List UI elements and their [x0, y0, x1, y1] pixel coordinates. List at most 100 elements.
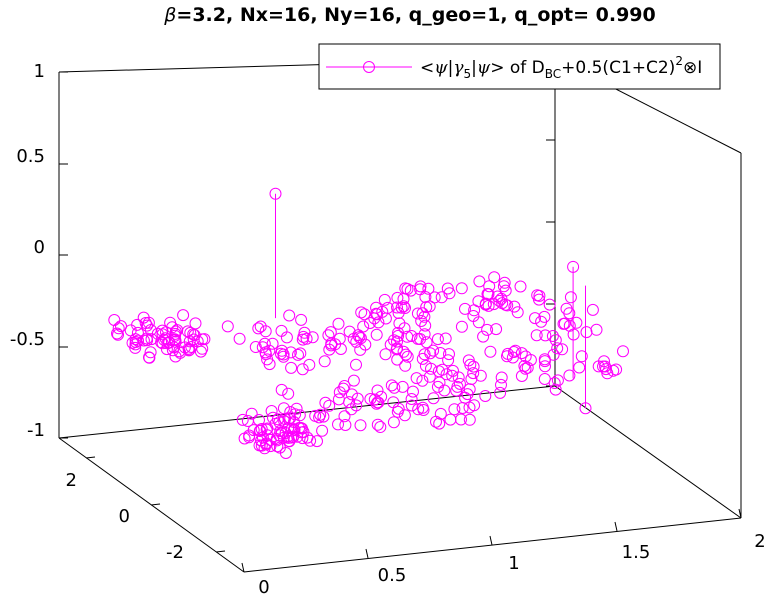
data-point	[441, 282, 454, 295]
data-point	[599, 360, 612, 373]
data-point	[433, 417, 446, 430]
data-point	[183, 343, 196, 356]
data-point	[415, 315, 428, 327]
data-point	[610, 363, 623, 376]
data-point	[461, 388, 474, 401]
data-point	[479, 390, 492, 402]
data-point	[549, 334, 562, 347]
legend-bar-left: |	[448, 58, 454, 78]
x-axis-line	[243, 517, 742, 573]
data-point	[259, 348, 272, 361]
data-point	[277, 350, 290, 363]
data-point	[139, 317, 152, 329]
y-tick-mark	[215, 550, 226, 553]
data-point	[364, 393, 377, 405]
legend-gamma: γ	[453, 58, 464, 78]
data-point	[347, 332, 360, 345]
z-tick-label: 1	[34, 61, 45, 82]
data-point	[392, 329, 405, 342]
data-point	[453, 377, 466, 390]
legend-prefix: <	[420, 58, 434, 78]
data-point	[309, 409, 322, 422]
data-point	[358, 308, 371, 321]
data-point	[275, 324, 288, 337]
data-point	[539, 329, 552, 342]
data-point	[398, 322, 411, 335]
legend-d-subscript: BC	[545, 67, 561, 81]
data-point	[401, 283, 414, 295]
legend-label: <ψ|γ5|ψ> of DBC+0.5(C1+C2)2⊗I	[420, 54, 702, 81]
y-tick-label: -2	[166, 542, 184, 563]
data-point	[221, 320, 234, 333]
data-point	[144, 346, 157, 359]
data-point	[347, 374, 360, 387]
data-point	[472, 316, 485, 329]
data-point	[515, 370, 528, 382]
legend-gamma-subscript: 5	[464, 67, 472, 81]
y-tick-mark	[85, 456, 96, 459]
z-axis: 1 0.5 0 -0.5 -1	[10, 57, 555, 441]
data-point	[519, 362, 532, 375]
z-tick-label: -1	[27, 420, 45, 441]
data-point	[411, 307, 424, 320]
data-point	[345, 388, 358, 401]
data-point	[182, 342, 195, 355]
z-tick-label: -0.5	[10, 329, 45, 350]
data-point	[333, 386, 346, 399]
data-point	[405, 399, 418, 412]
data-point	[271, 440, 284, 453]
data-point	[314, 408, 327, 421]
data-point	[372, 316, 385, 329]
data-point	[318, 355, 331, 368]
data-point	[189, 317, 202, 330]
data-point	[548, 377, 561, 389]
data-point	[292, 348, 304, 361]
right-bottom-edge	[554, 385, 742, 519]
data-point	[261, 353, 274, 366]
data-point	[538, 353, 551, 366]
data-point	[496, 297, 509, 310]
legend-bar-right: |	[471, 58, 477, 78]
data-point	[467, 367, 480, 380]
data-point	[405, 393, 418, 405]
data-point	[137, 311, 150, 324]
data-point	[339, 419, 352, 431]
data-point	[269, 187, 282, 200]
data-point	[419, 291, 432, 303]
x-tick-mark	[489, 535, 493, 546]
data-point	[535, 315, 548, 328]
data-point	[455, 413, 467, 426]
data-point	[338, 410, 351, 423]
data-point	[137, 334, 150, 347]
data-point	[484, 345, 497, 358]
data-point	[455, 282, 468, 295]
data-point	[391, 353, 404, 366]
data-point	[467, 360, 480, 373]
data-point	[290, 402, 303, 415]
data-point	[151, 327, 164, 340]
data-point	[452, 371, 465, 384]
data-point	[391, 301, 403, 314]
data-point	[256, 341, 269, 354]
title-text: =3.2, Nx=16, Ny=16, q_geo=1, q_opt= 0.99…	[176, 4, 655, 26]
chart-title: β=3.2, Nx=16, Ny=16, q_geo=1, q_opt= 0.9…	[163, 4, 655, 26]
title-beta-symbol: β	[163, 4, 176, 26]
data-point	[368, 393, 381, 406]
data-point	[501, 350, 513, 363]
y-tick-label: 2	[66, 470, 77, 491]
y-tick-label: 0	[119, 506, 130, 527]
data-point	[371, 418, 384, 431]
data-point	[515, 347, 528, 360]
data-point	[580, 326, 593, 339]
data-point	[392, 326, 404, 339]
data-point	[412, 403, 425, 416]
data-point	[563, 369, 576, 382]
data-point	[436, 363, 449, 376]
data-point	[275, 427, 288, 440]
data-point	[494, 386, 507, 399]
data-point	[443, 348, 455, 361]
data-point	[357, 320, 370, 333]
data-point	[354, 343, 367, 356]
data-point	[407, 385, 419, 398]
